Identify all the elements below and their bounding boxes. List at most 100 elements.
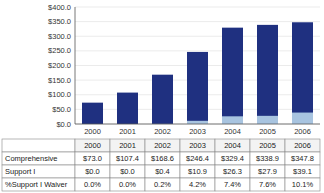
bar: [152, 75, 173, 124]
table-cell: [2, 152, 75, 165]
y-tick-label: $50.0: [52, 105, 71, 114]
bar: [222, 28, 243, 124]
table-value: $107.4: [116, 154, 139, 163]
table-cell: [215, 165, 250, 178]
table-cell: [285, 178, 320, 191]
bar: [257, 116, 278, 124]
table-cell: [110, 178, 145, 191]
table-cell: [75, 165, 110, 178]
x-tick-label: 2006: [294, 127, 311, 136]
bars: [82, 22, 313, 124]
x-tick-label: 2001: [119, 127, 136, 136]
grid-line: [75, 50, 320, 51]
table-header: 2003: [189, 141, 206, 150]
table-cell: [180, 178, 215, 191]
table-value: $329.4: [221, 154, 244, 163]
table: 2000 2001 2002 2003 2004 2005 2006 Comprehensiv…: [2, 139, 320, 191]
table-cell: [2, 165, 75, 178]
table-cell: [145, 139, 180, 152]
bar: [292, 22, 313, 124]
table-header: 2004: [224, 141, 241, 150]
table-cell: [75, 152, 110, 165]
table-cell: [110, 152, 145, 165]
table-value: $27.9: [258, 167, 277, 176]
table-header: 2000: [84, 141, 101, 150]
table-cell: [285, 152, 320, 165]
x-axis: [75, 124, 320, 125]
table-value: 4.2%: [189, 180, 206, 189]
y-axis: [75, 7, 76, 124]
x-tick-label: 2004: [224, 127, 241, 136]
table-value: 0.0%: [84, 180, 101, 189]
table-cell: [250, 139, 285, 152]
table-cell: [75, 139, 110, 152]
table-value: $73.0: [83, 154, 102, 163]
table-cell: [180, 139, 215, 152]
table-cell: [285, 139, 320, 152]
bar: [257, 25, 278, 124]
table-header: 2001: [119, 141, 136, 150]
bar: [117, 93, 138, 124]
table-cell: [145, 178, 180, 191]
chart: $0.0 $50.0 $100.0 $150.0 $200.0 $250.0 $300.0 $…: [0, 0, 324, 193]
y-tick-label: $200.0: [48, 61, 71, 70]
table-row-label: %Support I Waiver: [5, 180, 68, 189]
table-value: $0.0: [85, 167, 100, 176]
table-cell: [2, 178, 75, 191]
table-value: 7.6%: [259, 180, 276, 189]
x-tick-label: 2005: [259, 127, 276, 136]
table-cell: [145, 165, 180, 178]
bar: [187, 52, 208, 124]
table-cell: [250, 178, 285, 191]
grid-line: [75, 124, 320, 125]
table-cell: [2, 139, 75, 152]
table-value: $347.8: [291, 154, 314, 163]
y-tick-label: $0.0: [56, 120, 71, 129]
table-cell: [110, 139, 145, 152]
table-header: 2002: [154, 141, 171, 150]
table-value: $246.4: [186, 154, 209, 163]
table-value: 7.4%: [224, 180, 241, 189]
table-value: $39.1: [293, 167, 312, 176]
table-cell: [110, 165, 145, 178]
x-tick-label: 2000: [84, 127, 101, 136]
y-tick-label: $300.0: [48, 32, 71, 41]
grid-line: [75, 21, 320, 22]
y-tick-label: $400.0: [48, 3, 71, 12]
grid-line: [75, 36, 320, 37]
table-header: 2006: [294, 141, 311, 150]
y-tick-label: $150.0: [48, 76, 71, 85]
table-cell: [180, 165, 215, 178]
y-tick-label: $350.0: [48, 17, 71, 26]
table-cell: [250, 152, 285, 165]
table-cell: [180, 152, 215, 165]
table-row-label: Support I: [5, 167, 35, 176]
table-cell: [215, 152, 250, 165]
x-tick-label: 2003: [189, 127, 206, 136]
table-cell: [215, 139, 250, 152]
table-cell: [250, 165, 285, 178]
table-cell: [75, 178, 110, 191]
table-cell: [285, 165, 320, 178]
bar: [222, 116, 243, 124]
table-value: $0.0: [120, 167, 135, 176]
table-cell: [145, 152, 180, 165]
table-header: 2005: [259, 141, 276, 150]
bar: [187, 121, 208, 124]
table-value: 10.1%: [292, 180, 314, 189]
table-value: 0.2%: [154, 180, 171, 189]
y-tick-label: $250.0: [48, 46, 71, 55]
y-tick-label: $100.0: [48, 90, 71, 99]
table-cell: [215, 178, 250, 191]
table-row-label: Comprehensive: [5, 154, 58, 163]
grid-line: [75, 7, 320, 8]
table-value: 0.0%: [119, 180, 136, 189]
table-value: $0.4: [155, 167, 170, 176]
table-value: $338.9: [256, 154, 279, 163]
bar: [82, 103, 103, 124]
bar: [292, 113, 313, 124]
table-value: $10.9: [188, 167, 207, 176]
table-value: $168.6: [151, 154, 174, 163]
table-value: $26.3: [223, 167, 242, 176]
x-tick-label: 2002: [154, 127, 171, 136]
